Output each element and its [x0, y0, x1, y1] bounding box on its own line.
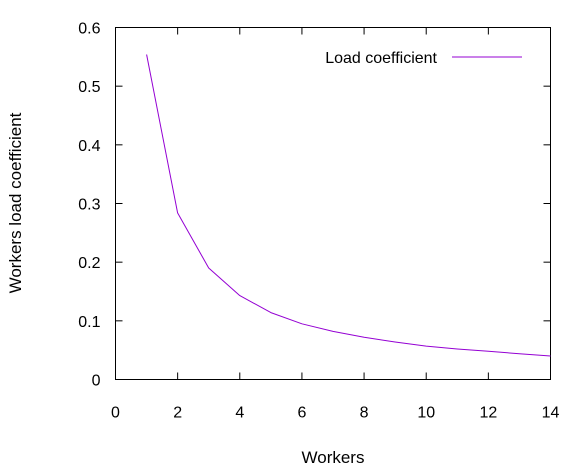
y-tick-label: 0.6 — [78, 21, 100, 38]
x-tick-label: 4 — [235, 405, 244, 422]
y-tick-label: 0.2 — [78, 255, 100, 272]
y-tick-label: 0.5 — [78, 79, 100, 96]
x-tick-label: 12 — [479, 405, 497, 422]
series-layer — [146, 54, 551, 357]
x-tick-label: 10 — [417, 405, 435, 422]
legend-label-load-coefficient: Load coefficient — [325, 50, 437, 67]
y-tick-label: 0.3 — [78, 197, 100, 214]
y-tick-label: 0.1 — [78, 314, 100, 331]
x-tick-label: 14 — [542, 405, 560, 422]
x-tick-label: 0 — [111, 405, 120, 422]
legend: Load coefficient — [325, 50, 522, 67]
x-axis-title: Workers — [302, 448, 365, 467]
x-tick-label: 6 — [297, 405, 306, 422]
y-tick-label: 0.4 — [78, 138, 100, 155]
y-axis-title: Workers load coefficient — [6, 112, 25, 293]
axis-ticks — [115, 27, 551, 380]
series-line-load-coefficient — [146, 54, 551, 357]
x-tick-label: 8 — [360, 405, 369, 422]
x-tick-label: 2 — [173, 405, 182, 422]
y-tick-label: 0 — [92, 373, 101, 390]
plot-frame — [115, 27, 551, 380]
axis-tick-labels: 0 2 4 6 8 10 12 14 0 0.1 0.2 0.3 0.4 0.5 0.6 — [78, 21, 559, 422]
